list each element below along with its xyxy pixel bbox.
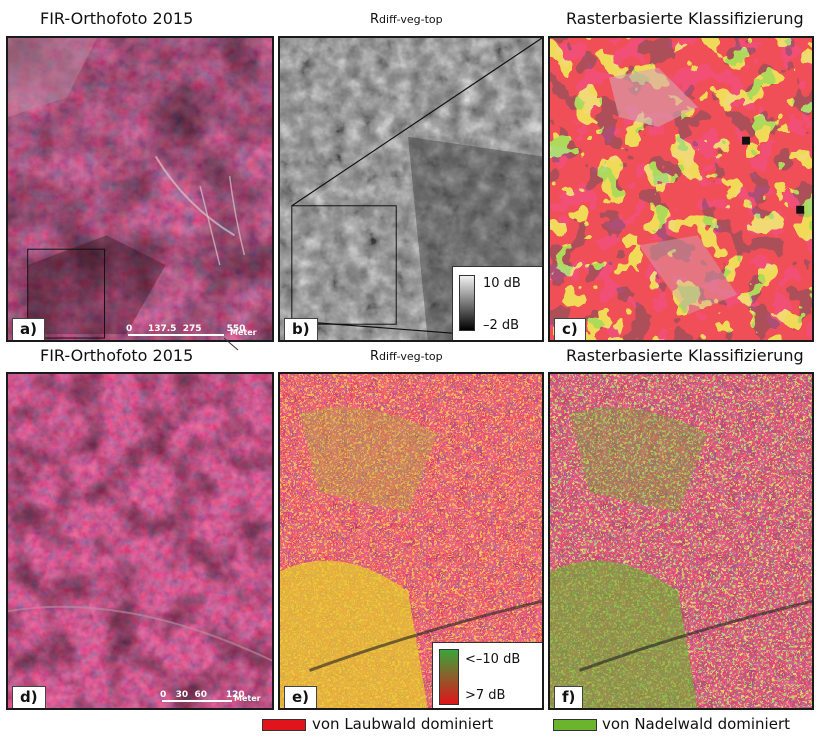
title-f: Rasterbasierte Klassifizierung xyxy=(566,346,804,365)
title-b: Rdiff-veg-top xyxy=(370,13,443,26)
panel-label-d: d) xyxy=(12,686,46,708)
scalebar-a-tick-2: 275 xyxy=(182,324,202,334)
scalebar-d-tick-2: 60 xyxy=(194,690,208,700)
panel-label-b: b) xyxy=(284,318,318,340)
legend-e: <–10 dB >7 dB xyxy=(432,642,542,708)
legend-b-min: –2 dB xyxy=(483,318,520,333)
scalebar-d-tick-1: 30 xyxy=(175,690,189,700)
title-e-sub: diff-veg-top xyxy=(379,350,443,363)
scalebar-a-unit: Meter xyxy=(230,328,257,337)
scalebar-a-tick-3: 550 xyxy=(226,324,246,334)
scalebar-a-line xyxy=(128,334,224,336)
panel-c-image xyxy=(550,38,812,340)
legend-swatch-nadelwald xyxy=(553,719,597,731)
legend-label-laubwald: von Laubwald dominiert xyxy=(312,715,494,733)
legend-e-gradient xyxy=(439,649,459,705)
legend-e-bottom: >7 dB xyxy=(465,688,506,703)
scalebar-d-unit: Meter xyxy=(234,694,261,703)
panel-f-classification-points: f) xyxy=(548,372,814,710)
scalebar-d-tick-0: 0 xyxy=(160,690,167,700)
title-e: Rdiff-veg-top xyxy=(370,350,443,363)
panel-b-rdiff: 10 dB –2 dB b) xyxy=(278,36,544,342)
panel-label-a: a) xyxy=(12,318,45,340)
legend-swatch-laubwald xyxy=(262,719,306,731)
legend-b-max: 10 dB xyxy=(483,276,521,291)
legend-label-nadelwald: von Nadelwald dominiert xyxy=(602,715,791,733)
legend-b-gradient xyxy=(459,275,475,331)
panel-f-image xyxy=(550,374,812,708)
panel-label-f: f) xyxy=(554,686,584,708)
panel-d-orthophoto: 0 30 60 120 Meter d) xyxy=(6,372,274,710)
title-a: FIR-Orthofoto 2015 xyxy=(40,9,194,28)
panel-label-e: e) xyxy=(284,686,318,708)
title-d: FIR-Orthofoto 2015 xyxy=(40,346,194,365)
title-e-main: R xyxy=(370,349,380,364)
panel-c-classification: c) xyxy=(548,36,814,342)
scalebar-d: 0 30 60 120 xyxy=(160,690,245,700)
title-b-sub: diff-veg-top xyxy=(379,13,443,26)
legend-b: 10 dB –2 dB xyxy=(452,266,542,340)
panel-label-c: c) xyxy=(554,318,586,340)
panel-e-image xyxy=(280,374,542,708)
panel-a-orthophoto: 0 137.5 275 550 Meter a) xyxy=(6,36,274,342)
title-c: Rasterbasierte Klassifizierung xyxy=(566,9,804,28)
title-b-main: R xyxy=(370,12,380,27)
scalebar-a: 0 137.5 275 550 xyxy=(126,324,245,334)
scalebar-d-tick-3: 120 xyxy=(225,690,245,700)
scalebar-a-tick-1: 137.5 xyxy=(147,324,177,334)
panel-a-image xyxy=(8,38,272,340)
panel-d-image xyxy=(8,374,272,708)
scalebar-a-tick-0: 0 xyxy=(126,324,133,334)
scalebar-d-line xyxy=(162,700,232,702)
legend-e-top: <–10 dB xyxy=(465,652,521,667)
panel-e-rdiff-points: <–10 dB >7 dB e) xyxy=(278,372,544,710)
